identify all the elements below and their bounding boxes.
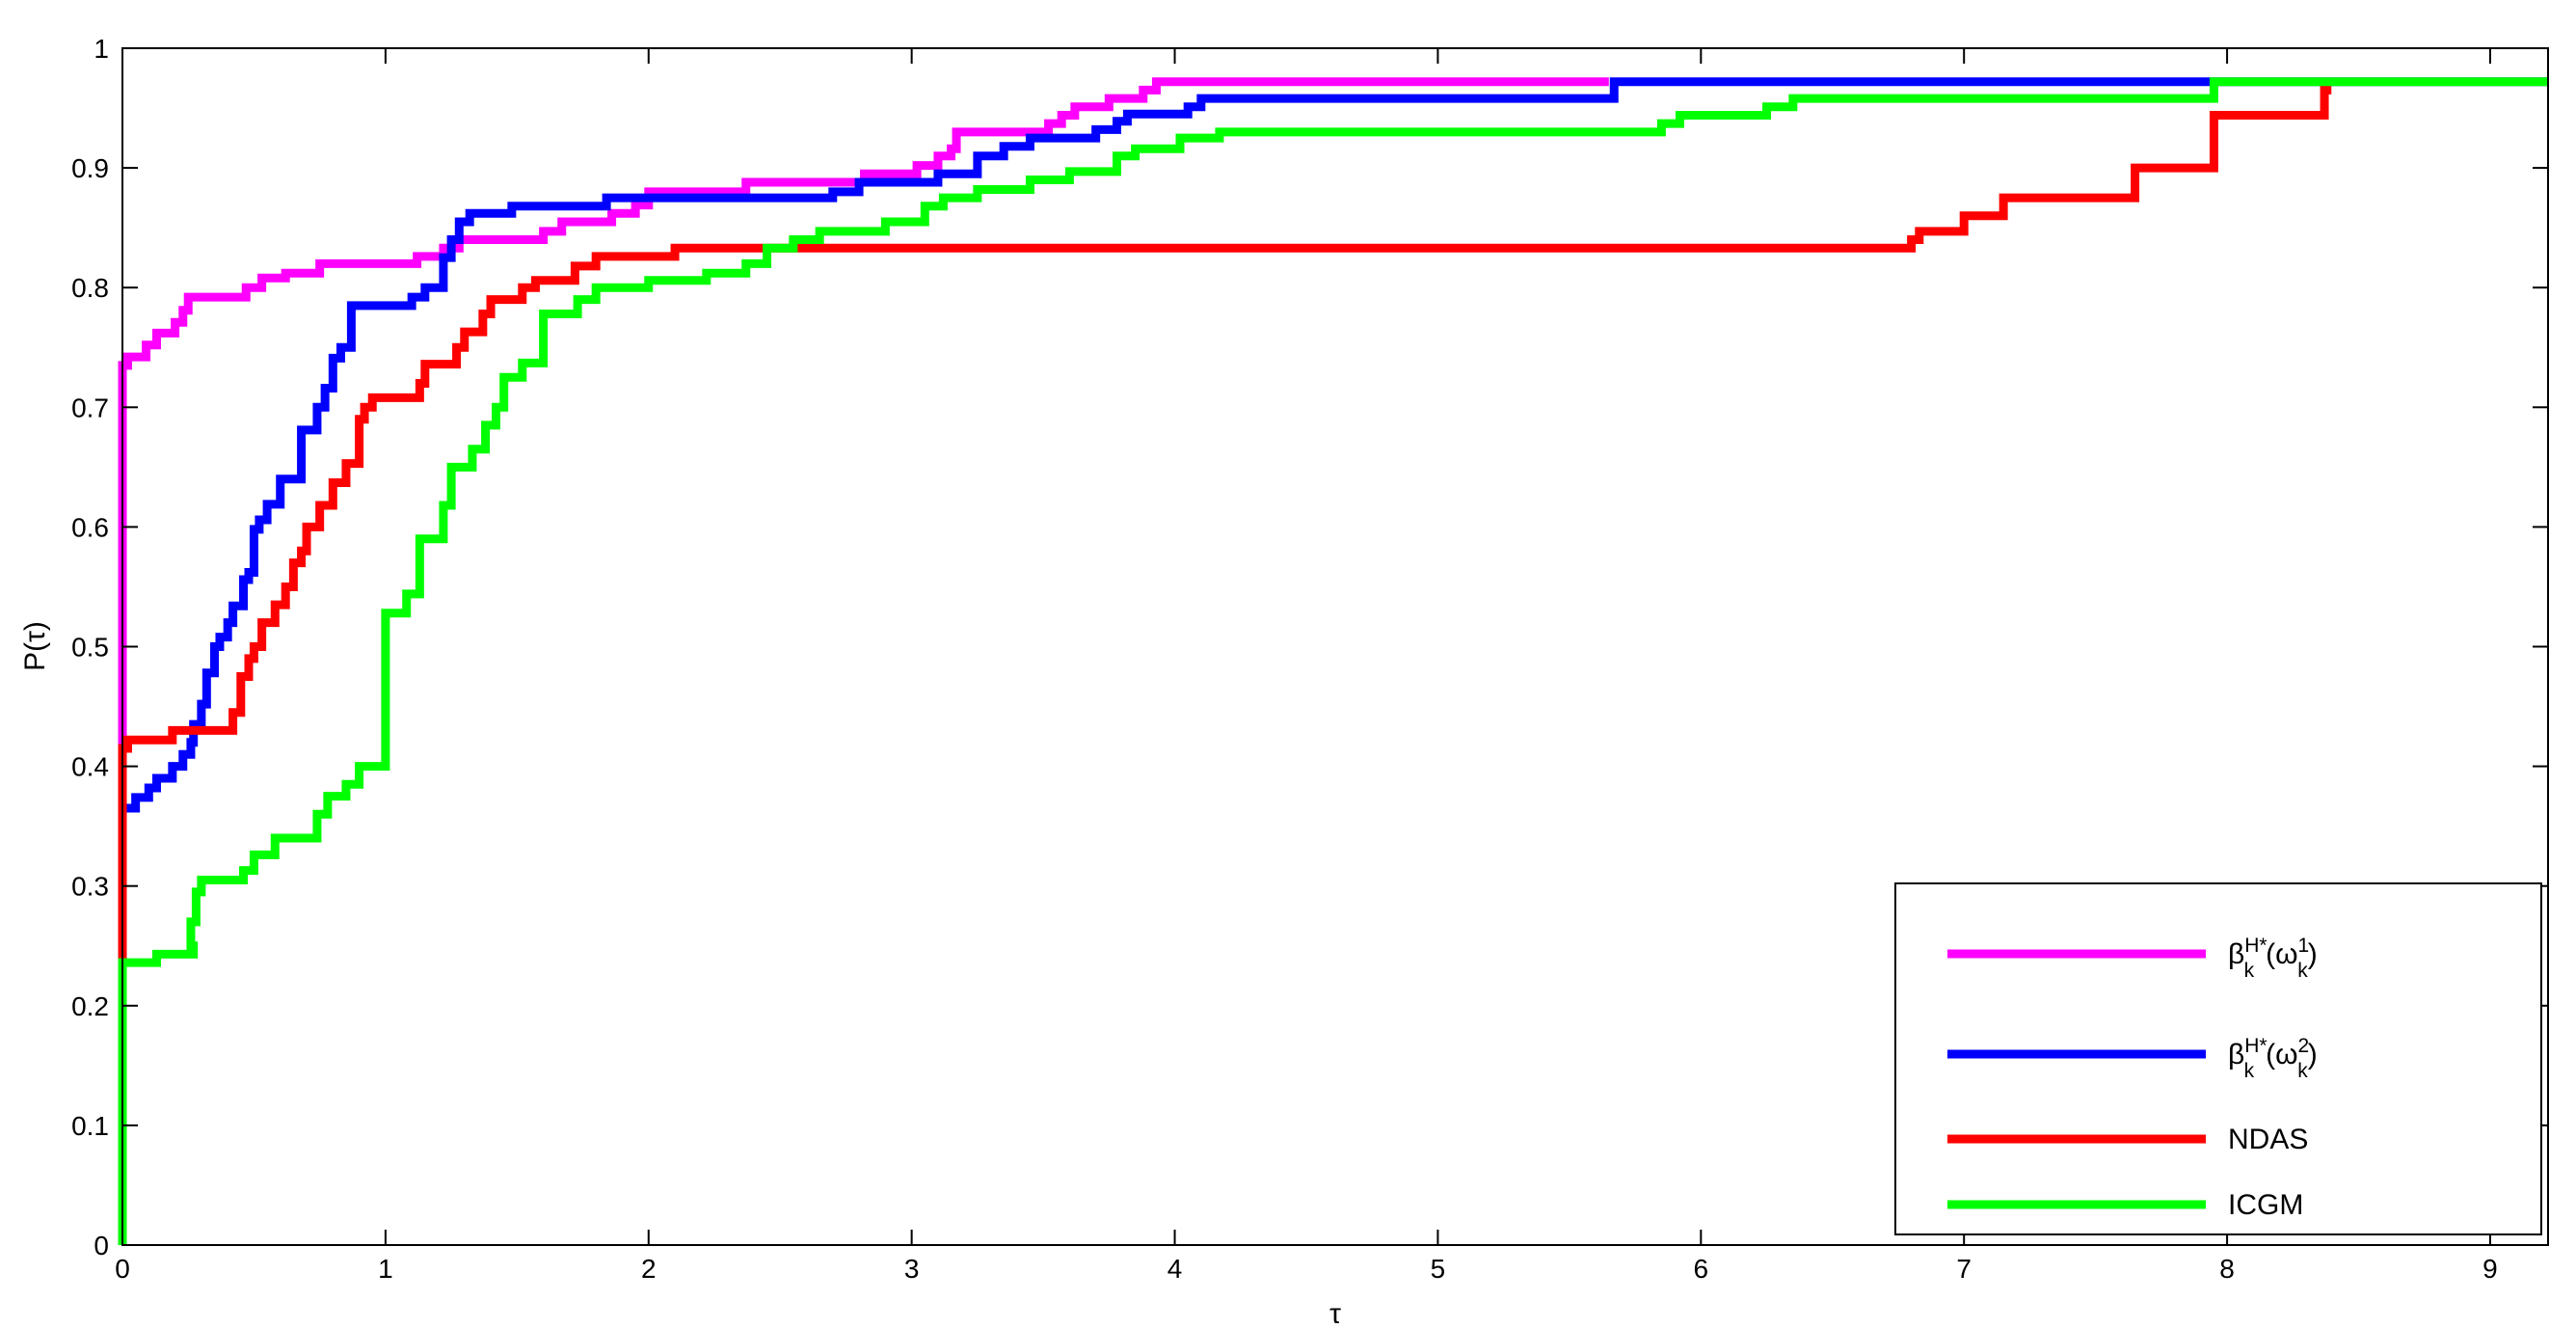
legend-label: βH* k(ω2 k) bbox=[2228, 1035, 2318, 1082]
y-tick-label: 0.7 bbox=[71, 393, 109, 422]
x-tick-label: 9 bbox=[2482, 1254, 2498, 1284]
legend-label: NDAS bbox=[2228, 1124, 2308, 1155]
series-layer bbox=[118, 77, 2548, 1245]
x-tick-label: 5 bbox=[1431, 1254, 1446, 1284]
y-tick-label: 1 bbox=[94, 34, 109, 64]
series-line-1 bbox=[118, 77, 1609, 1245]
x-tick-label: 6 bbox=[1694, 1254, 1709, 1284]
x-tick-label: 1 bbox=[378, 1254, 393, 1284]
y-tick-label: 0.1 bbox=[71, 1111, 109, 1141]
y-tick-label: 0.4 bbox=[71, 752, 109, 782]
y-tick-label: 0.9 bbox=[71, 153, 109, 183]
y-axis-label: P(τ) bbox=[19, 621, 51, 671]
x-tick-label: 2 bbox=[641, 1254, 657, 1284]
x-tick-label: 7 bbox=[1956, 1254, 1972, 1284]
legend: βH* k(ω1 k) βH* k(ω2 k) NDAS ICGM bbox=[1894, 882, 2542, 1235]
x-axis-label: τ bbox=[1329, 1298, 1341, 1323]
series-line-4 bbox=[118, 77, 2548, 1245]
legend-box bbox=[1894, 882, 2542, 1235]
x-tick-label: 3 bbox=[904, 1254, 920, 1284]
y-tick-label: 0.5 bbox=[71, 633, 109, 663]
series-line-3 bbox=[118, 81, 2332, 1245]
y-tick-label: 0.6 bbox=[71, 512, 109, 542]
y-tick-label: 0.3 bbox=[71, 872, 109, 902]
x-tick-label: 8 bbox=[2219, 1254, 2235, 1284]
legend-label: ICGM bbox=[2228, 1189, 2303, 1221]
x-tick-label: 0 bbox=[115, 1254, 130, 1284]
y-tick-label: 0 bbox=[94, 1231, 109, 1260]
y-tick-label: 0.2 bbox=[71, 991, 109, 1021]
tick-layer: 0 1 2 3 4 5 6 7 8 9 0 0.1 0.2 0.3 0.4 0.5 0.6 0.7 0.8 0.9 1 bbox=[71, 34, 2548, 1284]
x-tick-label: 4 bbox=[1167, 1254, 1183, 1284]
y-tick-label: 0.8 bbox=[71, 273, 109, 303]
series-line-2 bbox=[118, 77, 2548, 1245]
legend-label: βH* k(ω1 k) bbox=[2228, 935, 2318, 982]
